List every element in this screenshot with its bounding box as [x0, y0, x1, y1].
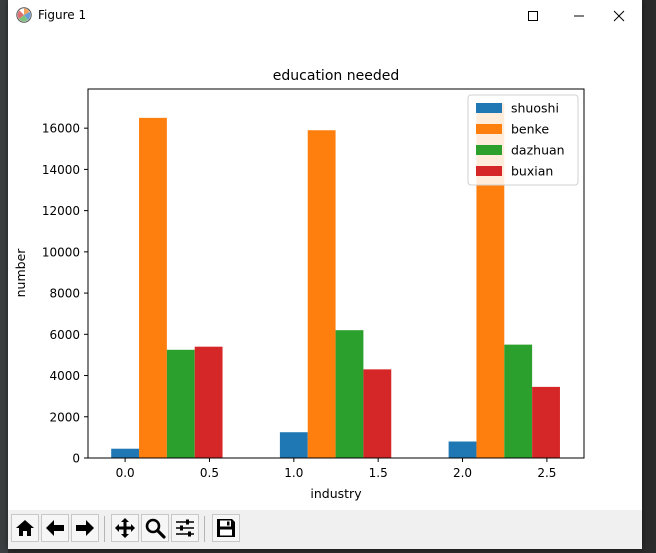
- minimize-button[interactable]: [556, 0, 602, 31]
- minimize-icon: [574, 15, 584, 16]
- background-editor-left: [0, 0, 8, 553]
- maximize-icon: [528, 10, 538, 21]
- y-tick-label: 6000: [49, 328, 80, 342]
- forward-button[interactable]: [71, 514, 99, 542]
- bar-dazhuan-1: [335, 330, 364, 458]
- title-bar[interactable]: Figure 1: [8, 0, 642, 31]
- back-arrow-icon: [46, 520, 64, 536]
- y-tick-label: 10000: [42, 245, 80, 259]
- legend-swatch-dazhuan: [476, 145, 502, 155]
- bar-shuoshi-1: [279, 432, 308, 458]
- subplots-config-button[interactable]: [171, 514, 199, 542]
- x-tick-label: 0.0: [116, 466, 135, 480]
- bar-benke-0: [139, 117, 167, 458]
- legend-label-dazhuan: dazhuan: [511, 143, 565, 158]
- window-title: Figure 1: [38, 8, 87, 22]
- pan-icon: [115, 518, 135, 538]
- bar-shuoshi-0: [111, 448, 140, 458]
- legend-label-shuoshi: shuoshi: [511, 101, 559, 116]
- x-tick-label: 1.0: [284, 466, 303, 480]
- y-tick-label: 8000: [49, 287, 80, 301]
- save-button[interactable]: [212, 514, 240, 542]
- figure-window: Figure 1 education needed 0.0 0.5 1.0 1.5 2.…: [8, 0, 642, 549]
- bar-buxian-0: [194, 346, 223, 458]
- legend-swatch-benke: [476, 124, 502, 134]
- legend-label-buxian: buxian: [511, 164, 553, 179]
- x-tick-label: 0.5: [200, 466, 219, 480]
- bar-shuoshi-2: [448, 441, 477, 458]
- close-icon: [613, 10, 625, 21]
- subplots-config-icon: [176, 519, 194, 537]
- save-icon: [217, 519, 235, 537]
- bars-group: [111, 103, 560, 458]
- background-editor-right: [642, 0, 656, 553]
- y-axis-label: number: [13, 248, 28, 298]
- toolbar-separator: [104, 516, 105, 542]
- x-tick-label: 2.0: [453, 466, 472, 480]
- legend-label-benke: benke: [511, 122, 549, 137]
- navigation-toolbar: [8, 510, 642, 549]
- bar-benke-1: [307, 130, 336, 458]
- y-tick-label: 16000: [42, 122, 80, 136]
- legend-swatch-shuoshi: [476, 103, 502, 113]
- x-tick-label: 1.5: [369, 466, 388, 480]
- plot-frame: [87, 88, 585, 459]
- legend-box: [467, 94, 579, 186]
- y-tick-label: 2000: [49, 410, 80, 424]
- bar-buxian-1: [363, 369, 392, 458]
- y-axis-ticks: 0 2000 4000 6000 8000 10000 12000 14000 16000: [42, 122, 88, 466]
- back-button[interactable]: [41, 514, 69, 542]
- maximize-button[interactable]: [510, 0, 556, 31]
- zoom-icon: [145, 518, 166, 539]
- x-tick-label: 2.5: [537, 466, 556, 480]
- home-icon: [16, 520, 34, 536]
- close-button[interactable]: [596, 0, 642, 31]
- forward-arrow-icon: [76, 520, 94, 536]
- matplotlib-icon: [16, 7, 32, 23]
- zoom-button[interactable]: [141, 514, 169, 542]
- bar-buxian-2: [532, 386, 560, 458]
- y-tick-label: 12000: [42, 204, 80, 218]
- legend-swatch-buxian: [476, 166, 502, 176]
- x-axis-ticks: 0.0 0.5 1.0 1.5 2.0 2.5: [116, 458, 556, 480]
- legend: shuoshi benke dazhuan buxian: [467, 94, 579, 186]
- figure-canvas[interactable]: education needed 0.0 0.5 1.0 1.5 2.0 2.5 0 200…: [8, 31, 642, 510]
- home-button[interactable]: [11, 514, 39, 542]
- pan-button[interactable]: [111, 514, 139, 542]
- y-tick-label: 4000: [49, 369, 80, 383]
- bar-dazhuan-2: [504, 344, 533, 458]
- bar-dazhuan-0: [166, 349, 195, 458]
- toolbar-separator: [204, 516, 205, 542]
- x-axis-label: industry: [310, 486, 362, 501]
- y-tick-label: 14000: [42, 163, 80, 177]
- y-tick-label: 0: [72, 452, 80, 466]
- chart-title: education needed: [273, 68, 399, 84]
- bar-chart[interactable]: education needed 0.0 0.5 1.0 1.5 2.0 2.5 0 200…: [8, 31, 642, 510]
